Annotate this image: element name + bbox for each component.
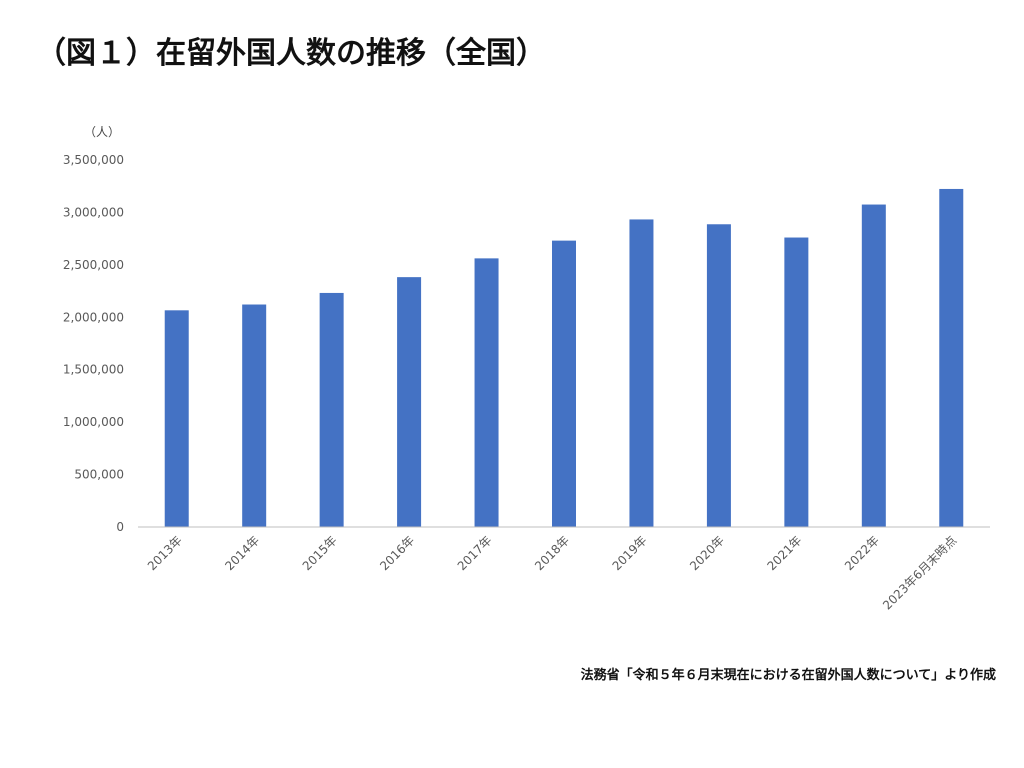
x-tick-label: 2016年 (377, 533, 417, 573)
x-tick-label: 2015年 (300, 533, 340, 573)
x-tick-label: 2019年 (610, 533, 650, 573)
x-tick-label: 2014年 (222, 533, 262, 573)
bar (706, 224, 731, 527)
y-tick-label: 1,500,000 (63, 363, 124, 377)
y-tick-label: 500,000 (74, 468, 124, 482)
bar (164, 310, 189, 527)
y-tick-label: 0 (116, 520, 124, 534)
y-tick-label: 3,500,000 (63, 153, 124, 167)
x-tick-label: 2017年 (455, 533, 495, 573)
x-tick-label: 2023年6月末時点 (880, 533, 959, 612)
y-tick-label: 2,000,000 (63, 310, 124, 324)
bar (629, 219, 654, 527)
bar (397, 277, 422, 527)
bar (552, 240, 576, 527)
y-axis-unit-label: （人） (84, 125, 121, 139)
bar (319, 292, 344, 527)
y-tick-label: 3,000,000 (63, 205, 124, 219)
bar (784, 237, 809, 527)
chart-title: （図１）在留外国人数の推移（全国） (36, 36, 546, 71)
bar (242, 304, 267, 527)
source-note: 法務省「令和５年６月末現在における在留外国人数について」より作成 (580, 668, 996, 683)
bar (474, 258, 499, 527)
x-tick-label: 2020年 (687, 533, 727, 573)
y-tick-label: 2,500,000 (63, 258, 124, 272)
bar (939, 188, 964, 528)
x-tick-label: 2013年 (145, 533, 185, 573)
x-tick-label: 2021年 (765, 533, 805, 573)
x-tick-label: 2018年 (532, 533, 572, 573)
bar (861, 204, 886, 528)
y-tick-label: 1,000,000 (63, 415, 124, 429)
x-tick-label: 2022年 (842, 533, 882, 573)
